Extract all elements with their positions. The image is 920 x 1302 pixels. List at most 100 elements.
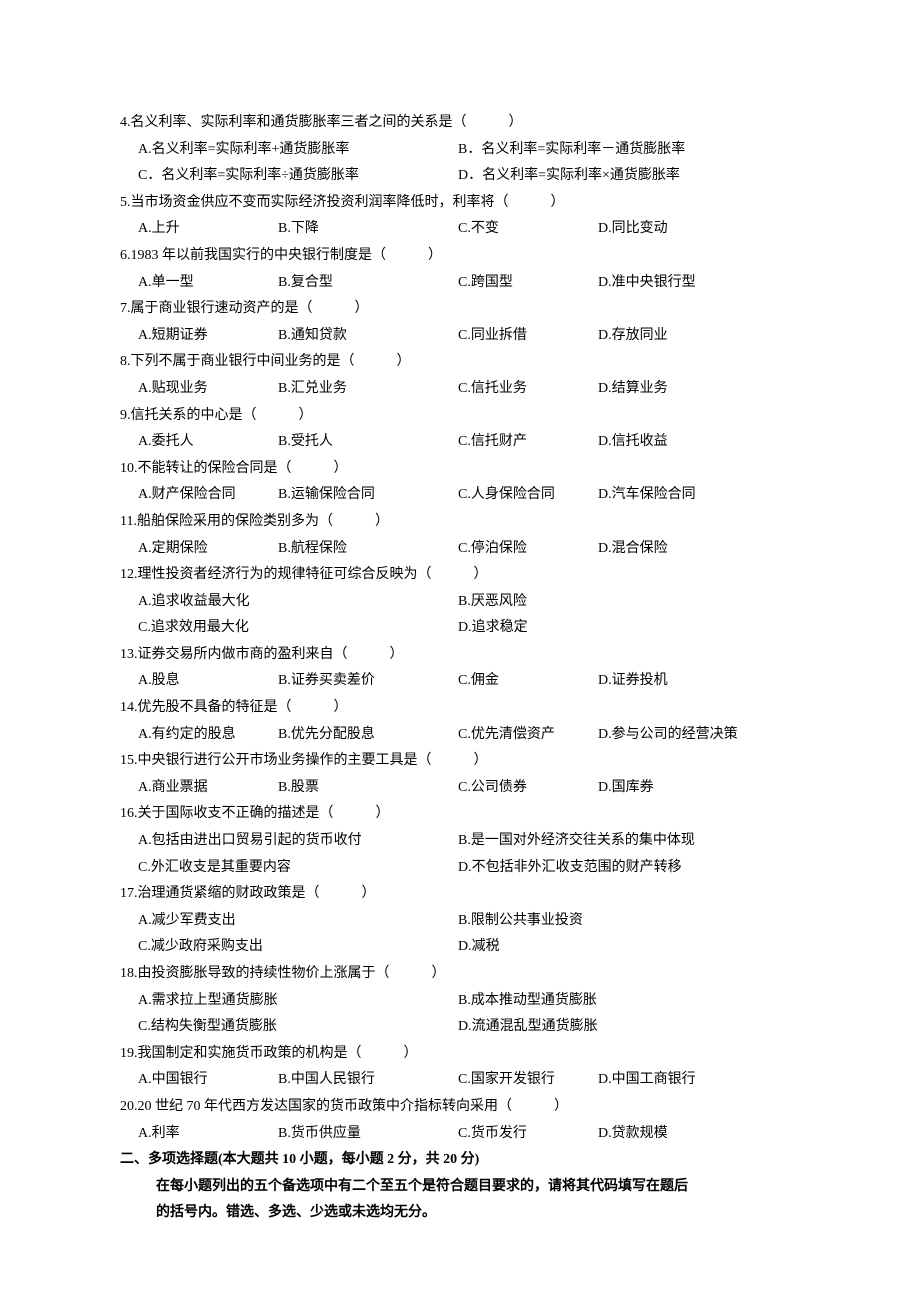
question-11-text: 11.船舶保险采用的保险类别多为（ ）	[120, 509, 800, 536]
q10-option-d: D.汽车保险合同	[598, 482, 696, 509]
q11-option-c: C.停泊保险	[458, 536, 598, 563]
q6-option-d: D.准中央银行型	[598, 270, 696, 297]
q20-option-a: A.利率	[138, 1121, 278, 1148]
q20-option-c: C.货币发行	[458, 1121, 598, 1148]
section-2-header: 二、多项选择题(本大题共 10 小题，每小题 2 分，共 20 分)	[120, 1147, 800, 1174]
q12-option-a: A.追求收益最大化	[138, 589, 458, 616]
q18-option-a: A.需求拉上型通货膨胀	[138, 988, 458, 1015]
q7-option-b: B.通知贷款	[278, 323, 458, 350]
q11-option-a: A.定期保险	[138, 536, 278, 563]
q9-option-b: B.受托人	[278, 429, 458, 456]
q4-option-a: A.名义利率=实际利率+通货膨胀率	[138, 137, 458, 164]
q7-option-a: A.短期证券	[138, 323, 278, 350]
q12-option-c: C.追求效用最大化	[138, 615, 458, 642]
q8-option-a: A.贴现业务	[138, 376, 278, 403]
q14-option-a: A.有约定的股息	[138, 722, 278, 749]
q13-option-a: A.股息	[138, 668, 278, 695]
question-19-text: 19.我国制定和实施货币政策的机构是（ ）	[120, 1041, 800, 1068]
q15-option-a: A.商业票据	[138, 775, 278, 802]
question-8-text: 8.下列不属于商业银行中间业务的是（ ）	[120, 349, 800, 376]
question-7-text: 7.属于商业银行速动资产的是（ ）	[120, 296, 800, 323]
q17-option-a: A.减少军费支出	[138, 908, 458, 935]
q13-option-d: D.证券投机	[598, 668, 668, 695]
q5-option-d: D.同比变动	[598, 216, 668, 243]
question-5: 5.当市场资金供应不变而实际经济投资利润率降低时，利率将（ ） A.上升 B.下…	[120, 190, 800, 243]
q15-option-b: B.股票	[278, 775, 458, 802]
q19-option-b: B.中国人民银行	[278, 1067, 458, 1094]
q17-option-b: B.限制公共事业投资	[458, 908, 583, 935]
question-19: 19.我国制定和实施货币政策的机构是（ ） A.中国银行 B.中国人民银行 C.…	[120, 1041, 800, 1094]
q19-option-d: D.中国工商银行	[598, 1067, 696, 1094]
q9-option-d: D.信托收益	[598, 429, 668, 456]
q20-option-d: D.贷款规模	[598, 1121, 668, 1148]
q5-option-c: C.不变	[458, 216, 598, 243]
q15-option-c: C.公司债券	[458, 775, 598, 802]
question-16-text: 16.关于国际收支不正确的描述是（ ）	[120, 801, 800, 828]
question-14-text: 14.优先股不具备的特征是（ ）	[120, 695, 800, 722]
q5-option-b: B.下降	[278, 216, 458, 243]
question-14: 14.优先股不具备的特征是（ ） A.有约定的股息 B.优先分配股息 C.优先清…	[120, 695, 800, 748]
q8-option-c: C.信托业务	[458, 376, 598, 403]
q18-option-c: C.结构失衡型通货膨胀	[138, 1014, 458, 1041]
q13-option-c: C.佣金	[458, 668, 598, 695]
q13-option-b: B.证券买卖差价	[278, 668, 458, 695]
q16-option-b: B.是一国对外经济交往关系的集中体现	[458, 828, 695, 855]
question-15-text: 15.中央银行进行公开市场业务操作的主要工具是（ ）	[120, 748, 800, 775]
q11-option-b: B.航程保险	[278, 536, 458, 563]
q10-option-a: A.财产保险合同	[138, 482, 278, 509]
question-6-text: 6.1983 年以前我国实行的中央银行制度是（ ）	[120, 243, 800, 270]
q9-option-a: A.委托人	[138, 429, 278, 456]
q10-option-b: B.运输保险合同	[278, 482, 458, 509]
question-5-text: 5.当市场资金供应不变而实际经济投资利润率降低时，利率将（ ）	[120, 190, 800, 217]
question-18: 18.由投资膨胀导致的持续性物价上涨属于（ ） A.需求拉上型通货膨胀 B.成本…	[120, 961, 800, 1041]
question-18-text: 18.由投资膨胀导致的持续性物价上涨属于（ ）	[120, 961, 800, 988]
q19-option-c: C.国家开发银行	[458, 1067, 598, 1094]
q18-option-d: D.流通混乱型通货膨胀	[458, 1014, 598, 1041]
question-12-text: 12.理性投资者经济行为的规律特征可综合反映为（ ）	[120, 562, 800, 589]
q6-option-a: A.单一型	[138, 270, 278, 297]
q11-option-d: D.混合保险	[598, 536, 668, 563]
question-4-text: 4.名义利率、实际利率和通货膨胀率三者之间的关系是（ ）	[120, 110, 800, 137]
question-17: 17.治理通货紧缩的财政政策是（ ） A.减少军费支出 B.限制公共事业投资 C…	[120, 881, 800, 961]
q17-option-d: D.减税	[458, 934, 500, 961]
q5-option-a: A.上升	[138, 216, 278, 243]
question-17-text: 17.治理通货紧缩的财政政策是（ ）	[120, 881, 800, 908]
q16-option-a: A.包括由进出口贸易引起的货币收付	[138, 828, 458, 855]
q17-option-c: C.减少政府采购支出	[138, 934, 458, 961]
q20-option-b: B.货币供应量	[278, 1121, 458, 1148]
q6-option-c: C.跨国型	[458, 270, 598, 297]
q14-option-c: C.优先清偿资产	[458, 722, 598, 749]
q15-option-d: D.国库券	[598, 775, 654, 802]
question-12: 12.理性投资者经济行为的规律特征可综合反映为（ ） A.追求收益最大化 B.厌…	[120, 562, 800, 642]
q10-option-c: C.人身保险合同	[458, 482, 598, 509]
question-10: 10.不能转让的保险合同是（ ） A.财产保险合同 B.运输保险合同 C.人身保…	[120, 456, 800, 509]
question-4: 4.名义利率、实际利率和通货膨胀率三者之间的关系是（ ） A.名义利率=实际利率…	[120, 110, 800, 190]
question-13: 13.证券交易所内做市商的盈利来自（ ） A.股息 B.证券买卖差价 C.佣金 …	[120, 642, 800, 695]
section-2-note-1: 在每小题列出的五个备选项中有二个至五个是符合题目要求的，请将其代码填写在题后	[120, 1174, 800, 1201]
question-20: 20.20 世纪 70 年代西方发达国家的货币政策中介指标转向采用（ ） A.利…	[120, 1094, 800, 1147]
q9-option-c: C.信托财产	[458, 429, 598, 456]
q16-option-d: D.不包括非外汇收支范围的财产转移	[458, 855, 682, 882]
question-6: 6.1983 年以前我国实行的中央银行制度是（ ） A.单一型 B.复合型 C.…	[120, 243, 800, 296]
question-9-text: 9.信托关系的中心是（ ）	[120, 403, 800, 430]
q14-option-d: D.参与公司的经营决策	[598, 722, 738, 749]
q6-option-b: B.复合型	[278, 270, 458, 297]
question-8: 8.下列不属于商业银行中间业务的是（ ） A.贴现业务 B.汇兑业务 C.信托业…	[120, 349, 800, 402]
q4-option-d: D．名义利率=实际利率×通货膨胀率	[458, 163, 680, 190]
q7-option-d: D.存放同业	[598, 323, 668, 350]
q16-option-c: C.外汇收支是其重要内容	[138, 855, 458, 882]
q8-option-d: D.结算业务	[598, 376, 668, 403]
q4-option-b: B．名义利率=实际利率－通货膨胀率	[458, 137, 685, 164]
question-7: 7.属于商业银行速动资产的是（ ） A.短期证券 B.通知贷款 C.同业拆借 D…	[120, 296, 800, 349]
question-20-text: 20.20 世纪 70 年代西方发达国家的货币政策中介指标转向采用（ ）	[120, 1094, 800, 1121]
q18-option-b: B.成本推动型通货膨胀	[458, 988, 597, 1015]
q19-option-a: A.中国银行	[138, 1067, 278, 1094]
question-10-text: 10.不能转让的保险合同是（ ）	[120, 456, 800, 483]
q14-option-b: B.优先分配股息	[278, 722, 458, 749]
q4-option-c: C．名义利率=实际利率÷通货膨胀率	[138, 163, 458, 190]
question-15: 15.中央银行进行公开市场业务操作的主要工具是（ ） A.商业票据 B.股票 C…	[120, 748, 800, 801]
q8-option-b: B.汇兑业务	[278, 376, 458, 403]
q12-option-d: D.追求稳定	[458, 615, 528, 642]
question-11: 11.船舶保险采用的保险类别多为（ ） A.定期保险 B.航程保险 C.停泊保险…	[120, 509, 800, 562]
q12-option-b: B.厌恶风险	[458, 589, 527, 616]
